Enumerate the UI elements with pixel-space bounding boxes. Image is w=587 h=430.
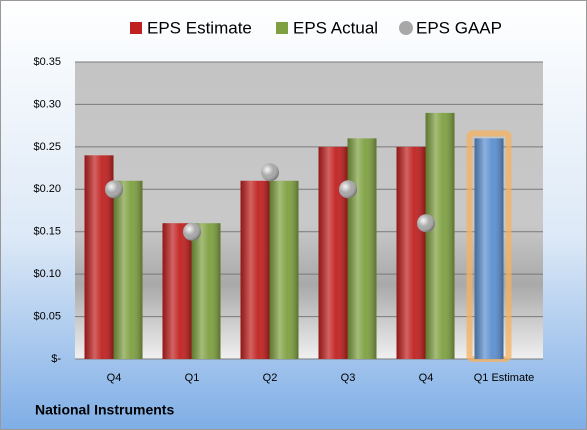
- y-tick-label: $0.15: [33, 226, 61, 238]
- legend-marker: [399, 21, 413, 35]
- x-tick-label: Q1: [185, 372, 200, 384]
- bar-shine: [347, 138, 377, 359]
- gaap-marker-shine: [105, 180, 123, 199]
- gaap-marker-shine: [417, 214, 435, 233]
- x-tick-label: Q2: [263, 372, 278, 384]
- y-tick-label: $0.20: [33, 183, 61, 195]
- legend-marker: [276, 22, 288, 34]
- bar-shine: [113, 180, 143, 359]
- gaap-marker-shine: [261, 163, 279, 182]
- y-tick-label: $0.05: [33, 310, 61, 322]
- bar-shine: [162, 223, 192, 359]
- gaap-marker-shine: [183, 222, 201, 241]
- y-tick-label: $0.35: [33, 56, 61, 68]
- bar-shine: [396, 146, 426, 359]
- bar-shine: [269, 180, 299, 359]
- plot-area: [75, 62, 543, 359]
- chart-title: National Instruments: [35, 402, 174, 418]
- bar-shine: [240, 180, 270, 359]
- x-tick-label: Q3: [341, 372, 356, 384]
- gaap-marker-shine: [339, 180, 357, 199]
- x-tick-label: Q1 Estimate: [474, 372, 535, 384]
- y-tick-label: $-: [51, 353, 61, 365]
- legend-marker: [130, 22, 142, 34]
- bar-shine: [474, 138, 504, 359]
- bar-shine: [318, 146, 348, 359]
- y-tick-label: $0.25: [33, 141, 61, 153]
- bar-shine: [191, 223, 221, 359]
- legend-label: EPS Actual: [293, 18, 378, 37]
- legend-label: EPS GAAP: [416, 18, 502, 37]
- y-tick-label: $0.30: [33, 98, 61, 110]
- legend-label: EPS Estimate: [147, 18, 252, 37]
- x-tick-label: Q4: [419, 372, 434, 384]
- x-tick-label: Q4: [107, 372, 122, 384]
- bar-shine: [425, 112, 455, 360]
- y-tick-label: $0.10: [33, 268, 61, 280]
